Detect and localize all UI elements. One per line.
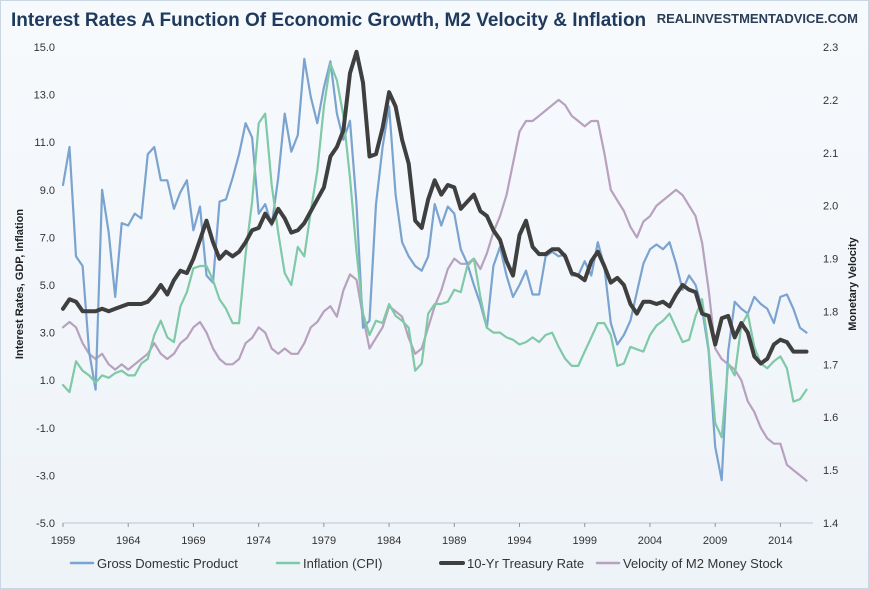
y-tick-label: 15.0 <box>34 42 55 54</box>
x-tick-label: 1999 <box>572 535 596 547</box>
chart-title: Interest Rates A Function Of Economic Gr… <box>11 10 646 31</box>
y-axis-left: 15.0 13.0 11.0 9.0 7.0 5.0 3.0 1.0 -1.0 -3.0 -5.0 <box>34 42 55 530</box>
x-tick-label: 1979 <box>312 535 336 547</box>
y2-tick-label: 2.0 <box>823 201 838 213</box>
series-line-10-yr-treasury-rate <box>61 49 809 366</box>
series-line-inflation-cpi <box>61 62 808 439</box>
legend-label: Velocity of M2 Money Stock <box>623 556 783 571</box>
y-tick-label: 5.0 <box>40 280 55 292</box>
y-axis-left-title: Interest Rates, GDP, Inflation <box>14 209 26 359</box>
y-tick-label: -5.0 <box>36 518 55 530</box>
y2-tick-label: 2.2 <box>823 95 838 107</box>
series-layer <box>61 49 809 482</box>
legend-label: 10-Yr Treasury Rate <box>467 556 584 571</box>
x-tick-label: 2009 <box>703 535 727 547</box>
y-tick-label: -1.0 <box>36 423 55 435</box>
x-tick-label: 1989 <box>442 535 466 547</box>
y-tick-label: -3.0 <box>36 470 55 482</box>
legend: Gross Domestic Product Inflation (CPI) 10-… <box>69 556 783 571</box>
series-line-velocity-of-m2-money-stock <box>61 98 808 482</box>
y-tick-label: 13.0 <box>34 90 55 102</box>
y2-tick-label: 1.8 <box>823 306 838 318</box>
y-tick-label: 3.0 <box>40 328 55 340</box>
x-tick-label: 1959 <box>51 535 75 547</box>
y-axis-right: 2.3 2.2 2.1 2.0 1.9 1.8 1.7 1.6 1.5 1.4 <box>823 42 838 530</box>
x-tick-label: 1984 <box>377 535 401 547</box>
x-tick-label: 2014 <box>768 535 792 547</box>
brand-label: REALINVESTMENTADVICE.COM <box>657 11 858 26</box>
y2-tick-label: 1.4 <box>823 518 838 530</box>
y2-tick-label: 1.6 <box>823 412 838 424</box>
series-line-gross-domestic-product <box>61 57 808 482</box>
y-tick-label: 7.0 <box>40 232 55 244</box>
y2-tick-label: 1.7 <box>823 359 838 371</box>
x-tick-label: 1969 <box>181 535 205 547</box>
x-tick-label: 1964 <box>116 535 140 547</box>
legend-label: Inflation (CPI) <box>303 556 382 571</box>
y-tick-label: 9.0 <box>40 185 55 197</box>
y-tick-label: 11.0 <box>34 137 55 149</box>
y2-tick-label: 2.3 <box>823 42 838 54</box>
legend-label: Gross Domestic Product <box>97 556 238 571</box>
y2-tick-label: 1.5 <box>823 465 838 477</box>
y-tick-label: 1.0 <box>40 375 55 387</box>
y2-tick-label: 2.1 <box>823 148 838 160</box>
x-tick-label: 1994 <box>507 535 531 547</box>
x-tick-label: 2004 <box>638 535 662 547</box>
y-axis-right-title: Monetary Velocity <box>847 236 859 330</box>
plot-area <box>63 47 813 523</box>
y2-tick-label: 1.9 <box>823 254 838 266</box>
x-tick-label: 1974 <box>246 535 270 547</box>
x-axis: 1959 1964 1969 1974 1979 1984 1989 1994 1999 2004… <box>51 522 813 547</box>
